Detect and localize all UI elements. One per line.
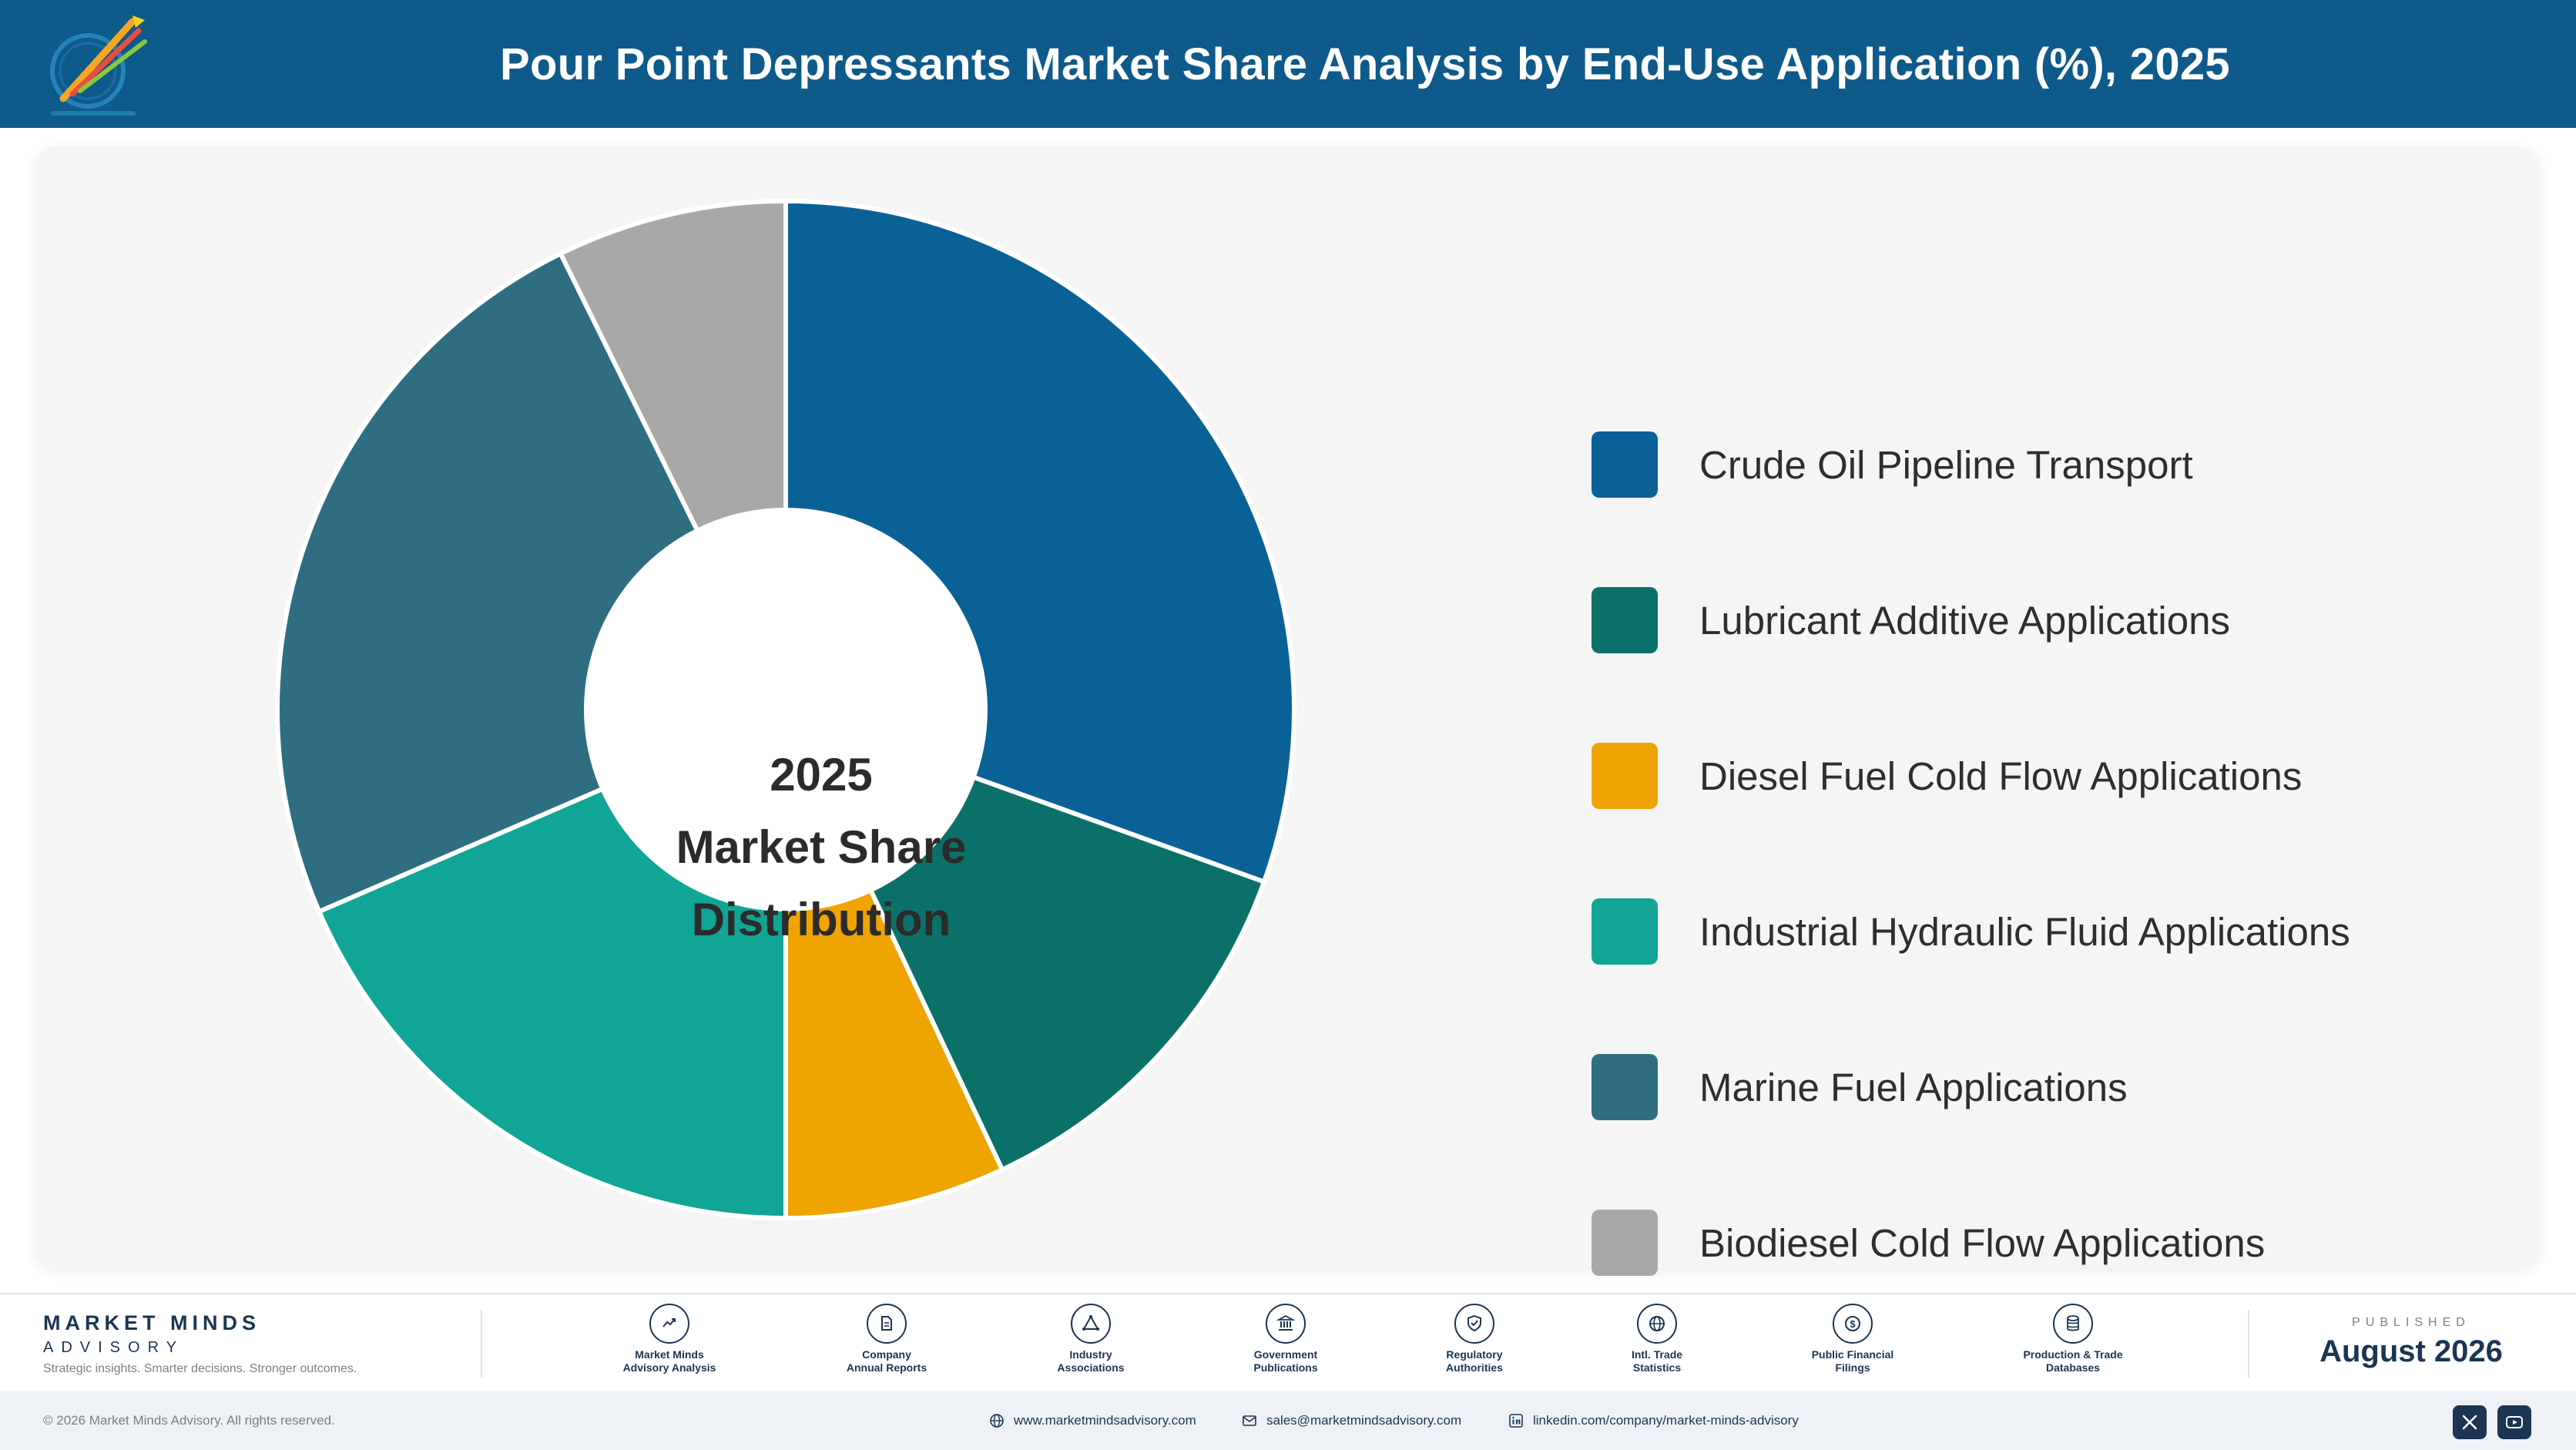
legend-swatch (1592, 743, 1658, 809)
page-title: Pour Point Depressants Market Share Anal… (500, 39, 2230, 89)
center-label-line3: Distribution (691, 894, 951, 945)
pie-chart (275, 199, 1296, 1220)
chart-legend: Crude Oil Pipeline Transport Lubricant Ad… (1592, 431, 2516, 1365)
footer-tagline: Strategic insights. Smarter decisions. S… (43, 1362, 357, 1375)
mail-icon (1243, 1415, 1256, 1426)
legend-item: Lubricant Additive Applications (1592, 587, 2516, 653)
website-text: www.marketmindsadvisory.com (1014, 1413, 1196, 1428)
legend-label: Marine Fuel Applications (1699, 1065, 2128, 1109)
trend-chart-icon (649, 1304, 689, 1344)
source-item: $ Public Financial Filings (1776, 1304, 1930, 1374)
linkedin-text: linkedin.com/company/market-minds-adviso… (1533, 1413, 1799, 1428)
legend-swatch (1592, 1054, 1658, 1120)
footer-brand-sub: ADVISORY (43, 1339, 184, 1356)
footer-divider (481, 1310, 482, 1378)
donut-hole (584, 508, 988, 911)
email-link[interactable]: sales@marketmindsadvisory.com (1242, 1391, 1461, 1450)
linkedin-icon (1509, 1414, 1523, 1428)
globe-icon (1637, 1304, 1677, 1344)
legend-label: Diesel Fuel Cold Flow Applications (1699, 754, 2303, 798)
legend-swatch (1592, 431, 1658, 498)
email-text: sales@marketmindsadvisory.com (1266, 1413, 1462, 1428)
source-item: Production & Trade Databases (1996, 1304, 2150, 1374)
published-label: PUBLISHED (2352, 1316, 2470, 1329)
legend-item: Diesel Fuel Cold Flow Applications (1592, 743, 2516, 809)
document-icon (867, 1304, 907, 1344)
legend-swatch (1592, 898, 1658, 965)
website-link[interactable]: www.marketmindsadvisory.com (989, 1391, 1196, 1450)
legend-item: Marine Fuel Applications (1592, 1054, 2516, 1120)
legend-item: Crude Oil Pipeline Transport (1592, 431, 2516, 498)
source-label: Government Publications (1253, 1348, 1318, 1374)
chart-card: 2025 Market Share Distribution Crude Oil… (35, 146, 2539, 1276)
legend-label: Lubricant Additive Applications (1699, 598, 2230, 643)
footer: MARKET MINDS ADVISORY Strategic insights… (0, 1293, 2576, 1391)
youtube-icon (2506, 1416, 2523, 1428)
globe-icon (990, 1414, 1004, 1428)
footer-sources: Market Minds Advisory Analysis Company An… (0, 1294, 2576, 1391)
source-label: Production & Trade Databases (2023, 1348, 2123, 1374)
x-social-button[interactable] (2453, 1405, 2487, 1439)
header-bar: Pour Point Depressants Market Share Anal… (0, 0, 2576, 128)
youtube-social-button[interactable] (2497, 1405, 2531, 1439)
source-item: Company Annual Reports (810, 1304, 964, 1374)
source-label: Industry Associations (1057, 1348, 1125, 1374)
bottom-bar: © 2026 Market Minds Advisory. All rights… (0, 1391, 2576, 1450)
legend-item: Industrial Hydraulic Fluid Applications (1592, 898, 2516, 965)
source-item: Intl. Trade Statistics (1580, 1304, 1734, 1374)
linkedin-link[interactable]: linkedin.com/company/market-minds-adviso… (1508, 1391, 1799, 1450)
source-label: Market Minds Advisory Analysis (622, 1348, 716, 1374)
center-label-year: 2025 (770, 749, 873, 801)
legend-swatch (1592, 1210, 1658, 1276)
copyright-text: © 2026 Market Minds Advisory. All rights… (43, 1413, 335, 1428)
published-date: August 2026 (2319, 1334, 2503, 1368)
source-item: Market Minds Advisory Analysis (592, 1304, 746, 1374)
center-label-line2: Market Share (676, 821, 967, 873)
legend-swatch (1592, 587, 1658, 653)
legend-label: Biodiesel Cold Flow Applications (1699, 1220, 2266, 1265)
svg-text:$: $ (1850, 1318, 1856, 1330)
dollar-coin-icon: $ (1833, 1304, 1873, 1344)
government-building-icon (1266, 1304, 1306, 1344)
source-label: Public Financial Filings (1811, 1348, 1894, 1374)
x-logo-icon (2462, 1415, 2477, 1430)
source-item: Government Publications (1209, 1304, 1363, 1374)
source-label: Regulatory Authorities (1446, 1348, 1503, 1374)
legend-label: Crude Oil Pipeline Transport (1699, 442, 2193, 487)
footer-brand-name: MARKET MINDS (43, 1311, 260, 1334)
source-label: Company Annual Reports (846, 1348, 927, 1374)
legend-label: Industrial Hydraulic Fluid Applications (1699, 909, 2350, 954)
database-icon (2053, 1304, 2093, 1344)
footer-divider (2248, 1310, 2249, 1378)
company-logo-icon (50, 15, 147, 116)
network-icon (1071, 1304, 1111, 1344)
shield-check-icon (1454, 1304, 1494, 1344)
source-label: Intl. Trade Statistics (1631, 1348, 1683, 1374)
source-item: Regulatory Authorities (1397, 1304, 1551, 1374)
source-item: Industry Associations (1014, 1304, 1168, 1374)
pie-center-label: 2025 Market Share Distribution (629, 732, 1014, 963)
legend-item: Biodiesel Cold Flow Applications (1592, 1210, 2516, 1276)
